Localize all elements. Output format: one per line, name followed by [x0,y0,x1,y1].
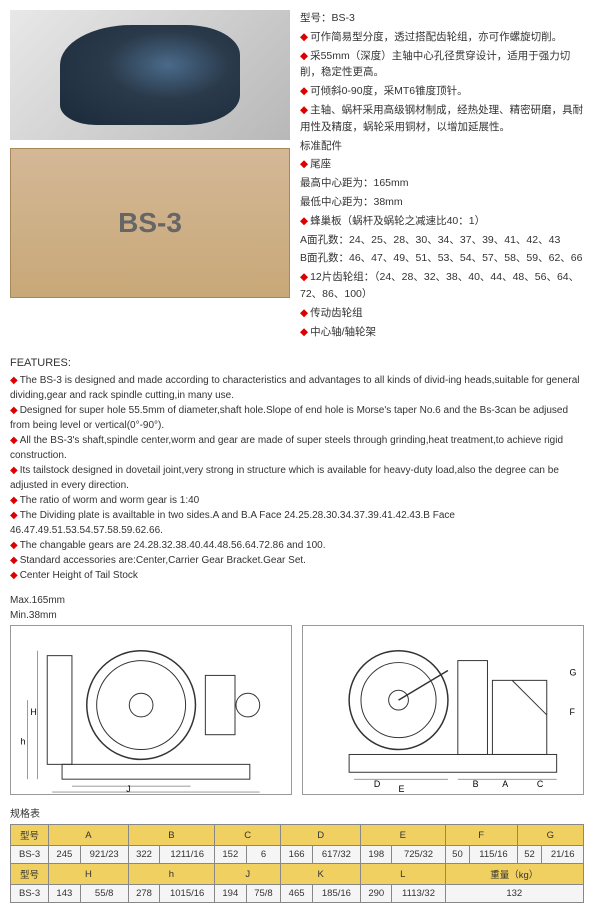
svg-text:J: J [126,784,130,794]
table-cell: 143 [49,885,80,903]
dimensions-section: Max.165mm Min.38mm h H J [10,595,584,795]
table-header: J [215,864,281,885]
table-cell: 198 [361,846,392,864]
table-header: K [281,864,361,885]
drawing-side-view: h H J [10,625,292,795]
table-header: F [445,825,517,846]
svg-text:A: A [502,779,508,789]
table-cell: 921/23 [80,846,128,864]
cn-spec-line: A面孔数：24、25、28、30、34、37、39、41、42、43 [300,232,584,249]
svg-text:G: G [569,668,576,678]
feature-line: All the BS-3's shaft,spindle center,worm… [10,433,584,463]
max-label: Max.165mm [10,595,584,606]
table-cell: 166 [281,846,312,864]
cn-spec-line: B面孔数：46、47、49、51、53、54、57、58、59、62、66 [300,250,584,267]
table-cell: 290 [361,885,392,903]
cn-spec-line: 中心轴/轴轮架 [300,324,584,341]
cn-spec-line: 最低中心距为：38mm [300,194,584,211]
svg-text:E: E [399,784,405,794]
cn-spec-line: 传动齿轮组 [300,305,584,322]
min-label: Min.38mm [10,610,584,621]
cn-spec-line: 最高中心距为：165mm [300,175,584,192]
svg-text:C: C [537,779,544,789]
spec-table-title: 规格表 [10,805,584,820]
svg-text:H: H [30,707,36,717]
feature-line: Center Height of Tail Stock [10,568,584,583]
table-cell: 1113/32 [392,885,445,903]
table-header: H [49,864,129,885]
machine-shape [60,25,240,125]
table-cell: 322 [128,846,159,864]
feature-line: The ratio of worm and worm gear is 1:40 [10,493,584,508]
table-header: 型号 [11,825,49,846]
model-label: 型号：BS-3 [300,10,584,27]
feature-line: Standard accessories are:Center,Carrier … [10,553,584,568]
table-cell: 1015/16 [160,885,215,903]
svg-text:h: h [21,737,26,747]
table-header: G [517,825,583,846]
cn-spec-line: 标准配件 [300,138,584,155]
crate-photo: BS-3 [10,148,290,298]
feature-line: Designed for super hole 55.5mm of diamet… [10,403,584,433]
table-header: L [361,864,446,885]
table-cell: BS-3 [11,885,49,903]
table-cell: 278 [128,885,159,903]
features-title: FEATURES: [10,357,584,369]
product-photo [10,10,290,140]
table-cell: 21/16 [542,846,584,864]
table-header: B [128,825,214,846]
table-cell: 152 [215,846,246,864]
table-cell: 185/16 [312,885,360,903]
table-header: 重量（kg） [445,864,583,885]
table-cell: 115/16 [470,846,517,864]
crate-label: BS-3 [118,207,182,239]
svg-text:D: D [374,779,380,789]
table-header: h [128,864,214,885]
table-cell: 75/8 [246,885,281,903]
table-cell: 617/32 [312,846,360,864]
table-cell: 55/8 [80,885,128,903]
svg-text:B: B [473,779,479,789]
feature-line: The changable gears are 24.28.32.38.40.4… [10,538,584,553]
table-cell: 245 [49,846,80,864]
table-cell: 6 [246,846,281,864]
spec-table: 型号ABCDEFG BS-3245921/233221211/161526166… [10,824,584,903]
feature-line: The BS-3 is designed and made according … [10,373,584,403]
cn-spec-line: 12片齿轮组：（24、28、32、38、40、44、48、56、64、72、86… [300,269,584,303]
feature-line: Its tailstock designed in dovetail joint… [10,463,584,493]
table-cell: 50 [445,846,470,864]
table-cell: 465 [281,885,312,903]
cn-spec-line: 主轴、蜗杆采用高级钢材制成，经热处理、精密研磨，具耐用性及精度，蜗轮采用铜材，以… [300,102,584,136]
table-header: E [361,825,446,846]
table-cell: 52 [517,846,542,864]
table-header: D [281,825,361,846]
cn-spec-line: 可作简易型分度，透过搭配齿轮组，亦可作螺旋切削。 [300,29,584,46]
table-cell: 132 [445,885,583,903]
svg-text:F: F [569,707,575,717]
table-header: A [49,825,129,846]
cn-spec-line: 可倾斜0-90度，采MT6锥度顶针。 [300,83,584,100]
feature-line: The Dividing plate is availtable in two … [10,508,584,538]
table-cell: 725/32 [392,846,445,864]
table-header: C [215,825,281,846]
features-section: FEATURES: The BS-3 is designed and made … [10,357,584,583]
drawing-front-view: G F A B C D E [302,625,584,795]
table-cell: BS-3 [11,846,49,864]
cn-spec-line: 采55mm（深度）主轴中心孔径贯穿设计，适用于强力切削，稳定性更高。 [300,48,584,82]
table-cell: 194 [215,885,246,903]
cn-specs: 型号：BS-3 可作简易型分度，透过搭配齿轮组，亦可作螺旋切削。采55mm（深度… [300,10,584,342]
cn-spec-line: 蜂巢板（蜗杆及蜗轮之减速比40：1） [300,213,584,230]
cn-spec-line: 尾座 [300,156,584,173]
table-header: 型号 [11,864,49,885]
table-cell: 1211/16 [160,846,215,864]
